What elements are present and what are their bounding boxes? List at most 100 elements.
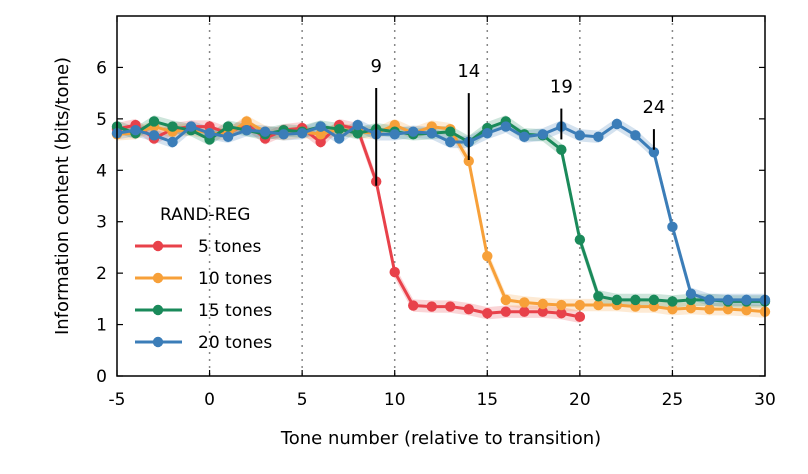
data-point xyxy=(463,155,474,167)
legend-entry: 5 tones xyxy=(198,237,262,257)
data-point xyxy=(463,303,474,315)
data-point xyxy=(148,130,160,141)
legend-entry: 15 tones xyxy=(198,301,272,321)
data-point xyxy=(519,306,530,317)
data-point xyxy=(574,311,586,323)
data-point xyxy=(741,304,752,316)
data-point xyxy=(500,306,511,317)
data-point xyxy=(352,119,363,131)
data-point xyxy=(259,126,271,137)
data-point xyxy=(630,294,641,306)
plot-frame xyxy=(116,15,766,377)
data-point xyxy=(482,308,493,319)
data-point xyxy=(408,300,419,311)
legend-swatch-marker xyxy=(152,336,164,348)
data-point xyxy=(315,136,326,148)
legend-swatch-marker xyxy=(152,240,164,252)
annotation-label: 24 xyxy=(642,97,665,118)
data-point xyxy=(667,303,678,315)
data-point xyxy=(593,299,604,311)
data-point xyxy=(667,221,678,233)
x-tick-label: 0 xyxy=(204,390,215,410)
legend-swatch-marker xyxy=(152,272,164,284)
data-point xyxy=(333,123,345,135)
data-point xyxy=(685,302,697,314)
data-point xyxy=(722,294,734,306)
x-tick-label: -5 xyxy=(109,390,126,410)
data-point xyxy=(593,131,604,143)
data-point xyxy=(389,129,400,140)
data-point xyxy=(426,301,437,312)
data-point xyxy=(167,121,178,132)
x-tick-label: 30 xyxy=(754,390,776,410)
data-point xyxy=(648,147,660,158)
y-axis-label: Information content (bits/tone) xyxy=(52,57,73,335)
annotation-label: 9 xyxy=(370,56,381,77)
data-point xyxy=(315,129,326,140)
data-point xyxy=(315,121,326,132)
data-point xyxy=(556,308,567,319)
x-tick-label: 20 xyxy=(569,390,591,410)
legend: RAND-REG 5 tones 10 tones 15 tones 20 tones xyxy=(135,205,272,353)
data-point xyxy=(519,131,530,143)
x-axis-label: Tone number (relative to transition) xyxy=(280,428,601,449)
data-point xyxy=(685,288,697,299)
legend-swatch-marker xyxy=(152,304,164,316)
y-tick-label: 5 xyxy=(96,110,107,130)
data-point xyxy=(167,136,178,148)
data-point xyxy=(704,303,715,315)
data-point xyxy=(426,128,437,139)
data-point xyxy=(445,301,456,312)
data-point xyxy=(500,294,511,306)
gridlines xyxy=(208,16,674,376)
legend-title: RAND-REG xyxy=(160,205,250,225)
data-point xyxy=(296,128,308,139)
data-point xyxy=(667,296,678,307)
x-tick-label: 5 xyxy=(297,390,308,410)
y-tick-label: 3 xyxy=(96,213,107,233)
data-point xyxy=(130,124,141,136)
data-point xyxy=(408,126,419,137)
data-point xyxy=(574,130,586,141)
data-point xyxy=(611,294,623,306)
data-point xyxy=(148,116,160,127)
series-lines xyxy=(111,116,771,323)
data-point xyxy=(537,129,549,140)
data-point xyxy=(482,128,493,139)
data-point xyxy=(741,294,752,306)
data-point xyxy=(648,294,660,306)
annotation-label: 19 xyxy=(550,77,573,98)
data-point xyxy=(722,303,734,315)
data-point xyxy=(352,128,363,139)
data-point xyxy=(204,128,215,139)
data-point xyxy=(222,121,234,132)
data-point xyxy=(556,144,567,155)
legend-entry: 10 tones xyxy=(198,269,272,289)
data-point xyxy=(574,299,586,311)
data-point xyxy=(482,250,493,262)
legend-entry: 20 tones xyxy=(198,333,272,353)
data-point xyxy=(445,136,456,148)
y-tick-label: 2 xyxy=(96,264,107,284)
data-point xyxy=(333,133,345,144)
data-point xyxy=(278,129,289,140)
y-tick-label: 1 xyxy=(96,316,107,336)
x-tick-label: 10 xyxy=(384,390,406,410)
data-point xyxy=(241,116,252,127)
annotations: 9 14 19 24 xyxy=(370,56,665,186)
data-point xyxy=(500,121,511,132)
data-point xyxy=(593,291,604,302)
data-point xyxy=(574,234,586,245)
y-tick-label: 6 xyxy=(96,58,107,78)
data-point xyxy=(222,131,234,143)
data-point xyxy=(389,266,400,278)
data-point xyxy=(630,130,641,141)
y-tick-label: 4 xyxy=(96,161,107,181)
data-point xyxy=(185,121,197,132)
data-point xyxy=(519,297,530,308)
x-tick-label: 25 xyxy=(662,390,684,410)
data-point xyxy=(556,299,567,311)
data-point xyxy=(611,118,623,130)
